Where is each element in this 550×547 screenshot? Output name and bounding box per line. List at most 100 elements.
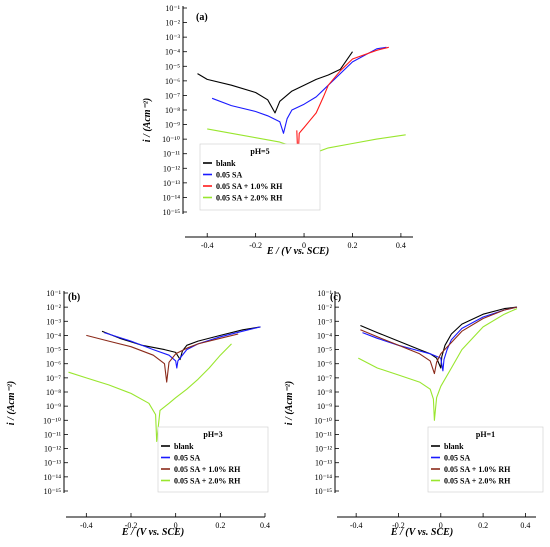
y-tick-label: 10⁻¹¹	[163, 150, 181, 159]
y-tick-label: 10⁻¹⁴	[44, 473, 62, 482]
legend-entry: blank	[216, 159, 236, 168]
y-tick-label: 10⁻⁹	[46, 402, 61, 411]
y-tick-label: 10⁻³	[46, 317, 61, 326]
y-tick-label: 10⁻⁸	[46, 388, 61, 397]
y-tick-label: 10⁻¹²	[44, 445, 62, 454]
y-tick-label: 10⁻⁸	[165, 106, 180, 115]
legend-entry: 0.05 SA + 1.0% RH	[174, 465, 241, 474]
y-tick-label: 10⁻¹⁴	[163, 193, 181, 202]
x-tick-label: 0	[174, 521, 178, 530]
x-tick-label: 0.2	[215, 521, 225, 530]
x-tick-label: -0.2	[392, 521, 405, 530]
legend-entry: 0.05 SA + 1.0% RH	[444, 465, 511, 474]
x-tick-label: 0.4	[396, 241, 406, 250]
y-tick-label: 10⁻¹¹	[315, 430, 333, 439]
legend-box	[157, 426, 269, 493]
y-tick-label: 10⁻⁷	[317, 374, 332, 383]
x-tick-label: 0	[439, 521, 443, 530]
panel-tag: (c)	[330, 292, 341, 303]
panel-tag: (b)	[68, 292, 80, 303]
y-tick-label: 10⁻¹	[317, 289, 332, 298]
legend-entry: 0.05 SA + 2.0% RH	[444, 477, 511, 486]
y-tick-label: 10⁻³	[317, 317, 332, 326]
y-tick-label: 10⁻¹⁵	[44, 487, 62, 496]
y-tick-label: 10⁻¹⁵	[315, 487, 333, 496]
x-tick-label: 0.2	[347, 241, 357, 250]
y-tick-label: 10⁻⁴	[165, 48, 180, 57]
legend-entry: 0.05 SA	[174, 454, 200, 463]
legend-entry: blank	[174, 442, 194, 451]
y-tick-label: 10⁻¹⁰	[43, 416, 61, 425]
chart-panel-b: 10⁻¹ 10⁻² 10⁻³ 10⁻⁴ 10⁻⁵ 10⁻⁶ 10⁻⁷ 10⁻⁸ 10⁻⁹ 10⁻¹…	[6, 289, 270, 538]
x-tick-label: -0.4	[80, 521, 93, 530]
y-tick-label: 10⁻⁹	[165, 121, 180, 130]
x-tick-label: 0	[302, 241, 306, 250]
legend: pH=1 blank 0.05 SA 0.05 SA + 1.0% RH 0.05 SA…	[427, 426, 544, 493]
series-line-1	[104, 326, 261, 369]
series-line-2	[86, 333, 239, 383]
series-line-2	[360, 306, 518, 375]
legend-title: pH=1	[476, 430, 495, 439]
y-tick-label: 10⁻¹⁵	[163, 208, 181, 217]
legend-entry: 0.05 SA + 2.0% RH	[174, 477, 241, 486]
chart-panel-c: 10⁻¹ 10⁻² 10⁻³ 10⁻⁴ 10⁻⁵ 10⁻⁶ 10⁻⁷ 10⁻⁸ 10⁻⁹ 10⁻¹…	[284, 289, 544, 538]
panel-tag: (a)	[196, 12, 208, 23]
x-axis-title: E / (V vs. SCE)	[390, 527, 453, 538]
series-line-1	[211, 46, 387, 134]
x-tick-label: -0.2	[125, 521, 138, 530]
legend-entry: 0.05 SA	[216, 171, 242, 180]
x-tick-label: -0.4	[350, 521, 363, 530]
y-tick-label: 10⁻⁵	[317, 346, 332, 355]
legend-box	[427, 426, 544, 493]
series-line-3	[68, 343, 232, 443]
legend-title: pH=5	[250, 147, 269, 156]
y-tick-label: 10⁻⁷	[46, 374, 61, 383]
x-tick-label: -0.2	[249, 241, 262, 250]
legend-entry: 0.05 SA + 2.0% RH	[216, 194, 283, 203]
y-tick-label: 10⁻⁹	[317, 402, 332, 411]
legend-entry: 0.05 SA + 1.0% RH	[216, 182, 283, 191]
legend-entry: blank	[444, 442, 464, 451]
x-tick-label: 0.4	[260, 521, 270, 530]
y-axis-title: i / (Acm⁻²)	[284, 381, 295, 425]
series-line-1	[362, 306, 518, 372]
series-line-3	[358, 308, 518, 421]
y-tick-label: 10⁻⁶	[46, 360, 61, 369]
series-line-0	[101, 326, 261, 361]
y-tick-label: 10⁻⁵	[165, 62, 180, 71]
x-axis-title: E / (V vs. SCE)	[266, 246, 329, 257]
legend: pH=5 blank 0.05 SA 0.05 SA + 1.0% RH 0.05 SA…	[199, 143, 321, 211]
y-tick-label: 10⁻¹	[165, 4, 180, 13]
y-tick-label: 10⁻⁴	[317, 331, 332, 340]
legend-title: pH=3	[203, 430, 222, 439]
y-tick-label: 10⁻¹	[46, 289, 61, 298]
chart-panel-a: 10⁻¹ 10⁻² 10⁻³ 10⁻⁴ 10⁻⁵ 10⁻⁶ 10⁻⁷ 10⁻⁸ 10⁻⁹ 10⁻¹…	[142, 4, 413, 257]
y-tick-label: 10⁻⁶	[165, 77, 180, 86]
series-line-2	[296, 46, 389, 162]
y-tick-label: 10⁻¹³	[315, 459, 333, 468]
y-tick-label: 10⁻¹⁰	[162, 135, 180, 144]
series-line-0	[197, 51, 353, 114]
y-tick-label: 10⁻²	[317, 303, 332, 312]
y-tick-label: 10⁻¹²	[163, 164, 181, 173]
y-tick-label: 10⁻¹⁰	[314, 416, 332, 425]
y-tick-label: 10⁻²	[165, 19, 180, 28]
y-tick-label: 10⁻⁸	[317, 388, 332, 397]
x-tick-label: 0.4	[520, 521, 530, 530]
y-tick-label: 10⁻¹³	[163, 179, 181, 188]
y-tick-label: 10⁻¹³	[44, 459, 62, 468]
y-tick-label: 10⁻³	[165, 33, 180, 42]
x-tick-label: 0.2	[478, 521, 488, 530]
legend: pH=3 blank 0.05 SA 0.05 SA + 1.0% RH 0.05 SA…	[157, 426, 269, 493]
legend-box	[199, 143, 321, 211]
legend-entry: 0.05 SA	[444, 454, 470, 463]
y-tick-label: 10⁻¹⁴	[315, 473, 333, 482]
y-tick-label: 10⁻⁴	[46, 331, 61, 340]
y-tick-label: 10⁻⁵	[46, 346, 61, 355]
y-tick-label: 10⁻¹²	[315, 445, 333, 454]
y-tick-label: 10⁻¹¹	[44, 430, 62, 439]
y-axis-title: i / (Acm⁻²)	[6, 381, 17, 425]
y-tick-label: 10⁻⁶	[317, 360, 332, 369]
x-axis-title: E / (V vs. SCE)	[121, 527, 184, 538]
